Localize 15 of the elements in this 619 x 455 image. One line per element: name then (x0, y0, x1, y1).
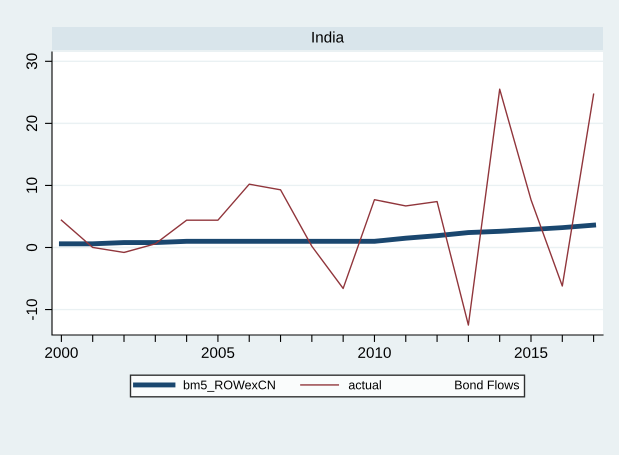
y-tick-label: 0 (26, 244, 38, 252)
y-tick-label: 20 (26, 115, 38, 132)
x-tick-label: 2000 (45, 347, 78, 358)
legend-label: actual (348, 380, 381, 390)
line-series (58, 222, 596, 246)
line-series (60, 88, 594, 326)
y-tick-label: 30 (26, 53, 38, 70)
x-tick-label: 2005 (202, 347, 234, 358)
y-tick-label: -10 (26, 299, 38, 320)
y-tick-label: 10 (26, 178, 38, 193)
x-tick-label: 2015 (514, 347, 548, 358)
chart-title: India (312, 31, 344, 43)
legend-label: bm5_ROWexCN (184, 380, 275, 392)
x-tick-label: 2010 (358, 347, 391, 358)
legend-title: Bond Flows (455, 380, 520, 390)
